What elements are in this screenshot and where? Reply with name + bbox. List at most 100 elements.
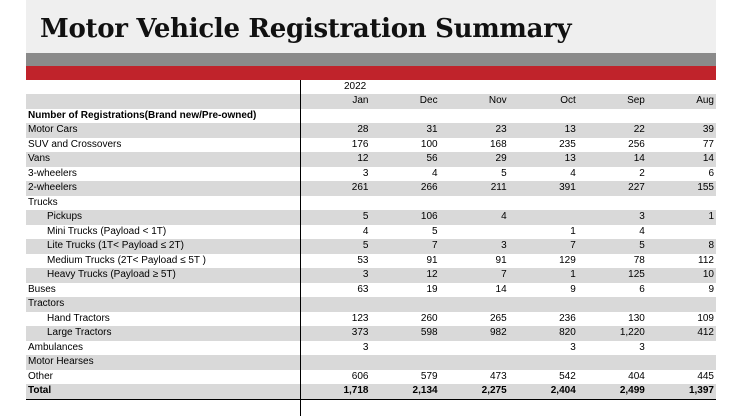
cell-value: 579: [420, 370, 438, 382]
cell-value: 130: [628, 312, 645, 324]
cell-value: 2,134: [370, 384, 440, 400]
cell-value: 9: [708, 283, 714, 295]
row-label: Mini Trucks (Payload < 1T): [47, 225, 167, 237]
row-label: Trucks: [28, 196, 58, 208]
cell-value: [301, 196, 370, 211]
cell-value: 542: [559, 370, 576, 382]
cell-value: 3: [439, 239, 509, 254]
cell-value: [577, 297, 647, 312]
cell-value: [646, 297, 716, 312]
row-label: SUV and Crossovers: [28, 138, 122, 150]
cell-value: 125: [577, 268, 647, 283]
row-label: 2-wheelers: [26, 181, 302, 196]
cell-value: 3: [362, 167, 369, 179]
cell-value: [508, 297, 578, 312]
month-header: Sep: [577, 94, 647, 109]
row-label: Ambulances: [28, 341, 84, 353]
cell-value: 77: [702, 138, 714, 150]
cell-value: 176: [351, 138, 369, 150]
cell-value: 1: [570, 225, 576, 237]
cell-value: [508, 355, 578, 370]
cell-value: 598: [370, 326, 440, 341]
cell-value: [301, 109, 370, 124]
cell-value: 91: [495, 254, 507, 266]
cell-value: 1,397: [646, 384, 716, 400]
table-row: Motor Cars 28 31 23 13 22 39: [26, 123, 716, 138]
row-label: Other: [28, 370, 54, 382]
cell-value: [370, 355, 440, 370]
table-row: Large Tractors 373 598 982 820 1,220 412: [26, 326, 716, 341]
cell-value: 109: [697, 312, 714, 324]
column-divider: [300, 80, 301, 416]
cell-value: 22: [577, 123, 647, 138]
cell-value: 3: [570, 341, 576, 353]
cell-value: [440, 225, 509, 240]
cell-value: 9: [570, 283, 576, 295]
cell-value: [577, 355, 647, 370]
cell-value: 606: [351, 370, 369, 382]
cell-value: 4: [570, 167, 576, 179]
cell-value: 155: [646, 181, 716, 196]
row-label: 3-wheelers: [28, 167, 77, 179]
cell-value: 266: [370, 181, 440, 196]
cell-value: 168: [489, 138, 507, 150]
cell-value: 404: [628, 370, 645, 382]
cell-value: 19: [426, 283, 438, 295]
row-label: Motor Cars: [26, 123, 302, 138]
row-label: Motor Hearses: [26, 355, 302, 370]
cell-value: 129: [559, 254, 576, 266]
cell-value: 4: [639, 225, 645, 237]
row-label: Tractors: [26, 297, 302, 312]
cell-value: [509, 109, 578, 124]
cell-value: 28: [301, 123, 371, 138]
cell-value: 982: [439, 326, 509, 341]
table-row: Tractors: [26, 297, 716, 312]
cell-value: 2,275: [439, 384, 509, 400]
year-label: 2022: [344, 81, 367, 92]
cell-value: 112: [698, 254, 714, 266]
cell-value: 7: [508, 239, 578, 254]
table-row: Lite Trucks (1T< Payload ≤ 2T) 5 7 3 7 5 8: [26, 239, 716, 254]
row-label: Buses: [28, 283, 56, 295]
cell-value: 2,404: [508, 384, 578, 400]
cell-value: 412: [646, 326, 716, 341]
cell-value: [439, 355, 509, 370]
cell-value: 78: [633, 254, 645, 266]
row-label: Medium Trucks (2T< Payload ≤ 5T ): [47, 254, 206, 266]
cell-value: 14: [646, 152, 716, 167]
cell-value: 106: [370, 210, 440, 225]
page-title: Motor Vehicle Registration Summary: [40, 14, 572, 44]
cell-value: 53: [357, 254, 369, 266]
cell-value: 1,220: [577, 326, 647, 341]
row-label: Total: [26, 384, 302, 400]
cell-value: 12: [370, 268, 440, 283]
title-band: [26, 0, 716, 53]
table-row: Pickups 5 106 4 3 1: [26, 210, 716, 225]
cell-value: 3: [577, 210, 647, 225]
cell-value: 4: [362, 225, 369, 237]
month-header: Aug: [646, 94, 716, 109]
table-row: 2-wheelers 261 266 211 391 227 155: [26, 181, 716, 196]
cell-value: [301, 355, 371, 370]
table-row: SUV and Crossovers 176 100 168 235 256 77: [26, 138, 716, 153]
cell-value: 91: [426, 254, 438, 266]
row-label: Heavy Trucks (Payload ≥ 5T): [26, 268, 302, 283]
cell-value: 10: [646, 268, 716, 283]
cell-value: 6: [639, 283, 645, 295]
cell-value: 235: [559, 138, 576, 150]
cell-value: 13: [508, 123, 578, 138]
cell-value: 1: [646, 210, 716, 225]
cell-value: 23: [439, 123, 509, 138]
row-label: Pickups: [26, 210, 302, 225]
cell-value: 236: [559, 312, 576, 324]
cell-value: 373: [301, 326, 371, 341]
cell-value: [301, 297, 371, 312]
row-label: Vans: [26, 152, 302, 167]
cell-value: 5: [501, 167, 507, 179]
cell-value: 211: [439, 181, 509, 196]
cell-value: 14: [495, 283, 507, 295]
cell-value: [646, 355, 716, 370]
cell-value: 820: [508, 326, 578, 341]
cell-value: 3: [362, 341, 369, 353]
cell-value: [440, 341, 509, 356]
